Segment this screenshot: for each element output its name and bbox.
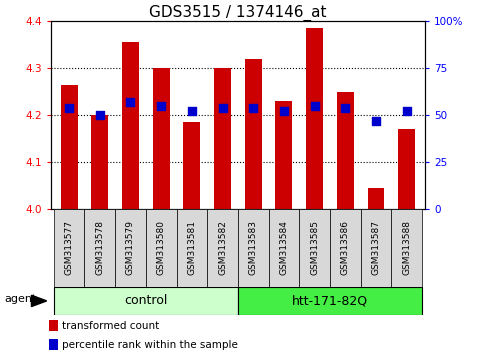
Bar	[61, 85, 78, 209]
Text: GSM313580: GSM313580	[156, 220, 166, 275]
FancyBboxPatch shape	[238, 209, 269, 287]
FancyBboxPatch shape	[330, 209, 361, 287]
Point	[341, 105, 349, 110]
Point	[372, 118, 380, 124]
Point	[157, 103, 165, 108]
FancyBboxPatch shape	[361, 209, 391, 287]
FancyBboxPatch shape	[207, 209, 238, 287]
Bar	[398, 129, 415, 209]
FancyBboxPatch shape	[54, 287, 238, 315]
Text: GSM313578: GSM313578	[95, 220, 104, 275]
Text: GSM313586: GSM313586	[341, 220, 350, 275]
Text: GSM313585: GSM313585	[310, 220, 319, 275]
Text: GSM313577: GSM313577	[65, 220, 73, 275]
Point	[188, 108, 196, 114]
Polygon shape	[31, 295, 47, 307]
Point	[127, 99, 134, 105]
FancyBboxPatch shape	[391, 209, 422, 287]
Bar	[214, 68, 231, 209]
Text: GSM313584: GSM313584	[279, 220, 288, 275]
Bar	[368, 188, 384, 209]
Bar	[91, 115, 108, 209]
Text: GSM313588: GSM313588	[402, 220, 411, 275]
Point	[65, 105, 73, 110]
FancyBboxPatch shape	[85, 209, 115, 287]
Text: GSM313582: GSM313582	[218, 220, 227, 275]
Bar	[337, 92, 354, 209]
Bar	[153, 68, 170, 209]
Text: GSM313583: GSM313583	[249, 220, 258, 275]
Title: GDS3515 / 1374146_at: GDS3515 / 1374146_at	[149, 5, 327, 21]
FancyBboxPatch shape	[54, 209, 85, 287]
Bar	[49, 339, 58, 350]
Text: agent: agent	[4, 295, 36, 304]
Point	[311, 103, 318, 108]
Text: GSM313579: GSM313579	[126, 220, 135, 275]
FancyBboxPatch shape	[115, 209, 146, 287]
Bar	[245, 59, 262, 209]
Bar	[275, 101, 292, 209]
FancyBboxPatch shape	[146, 209, 176, 287]
FancyBboxPatch shape	[176, 209, 207, 287]
Text: control: control	[124, 295, 168, 307]
Bar	[122, 42, 139, 209]
Point	[219, 105, 227, 110]
FancyBboxPatch shape	[238, 287, 422, 315]
Bar	[306, 28, 323, 209]
Text: transformed count: transformed count	[62, 321, 159, 331]
Bar	[49, 320, 58, 331]
Point	[403, 108, 411, 114]
Text: GSM313581: GSM313581	[187, 220, 197, 275]
FancyBboxPatch shape	[269, 209, 299, 287]
Text: percentile rank within the sample: percentile rank within the sample	[62, 340, 238, 350]
Point	[249, 105, 257, 110]
Text: htt-171-82Q: htt-171-82Q	[292, 295, 368, 307]
FancyBboxPatch shape	[299, 209, 330, 287]
Text: GSM313587: GSM313587	[371, 220, 381, 275]
Point	[96, 112, 104, 118]
Point	[280, 108, 288, 114]
Bar	[184, 122, 200, 209]
